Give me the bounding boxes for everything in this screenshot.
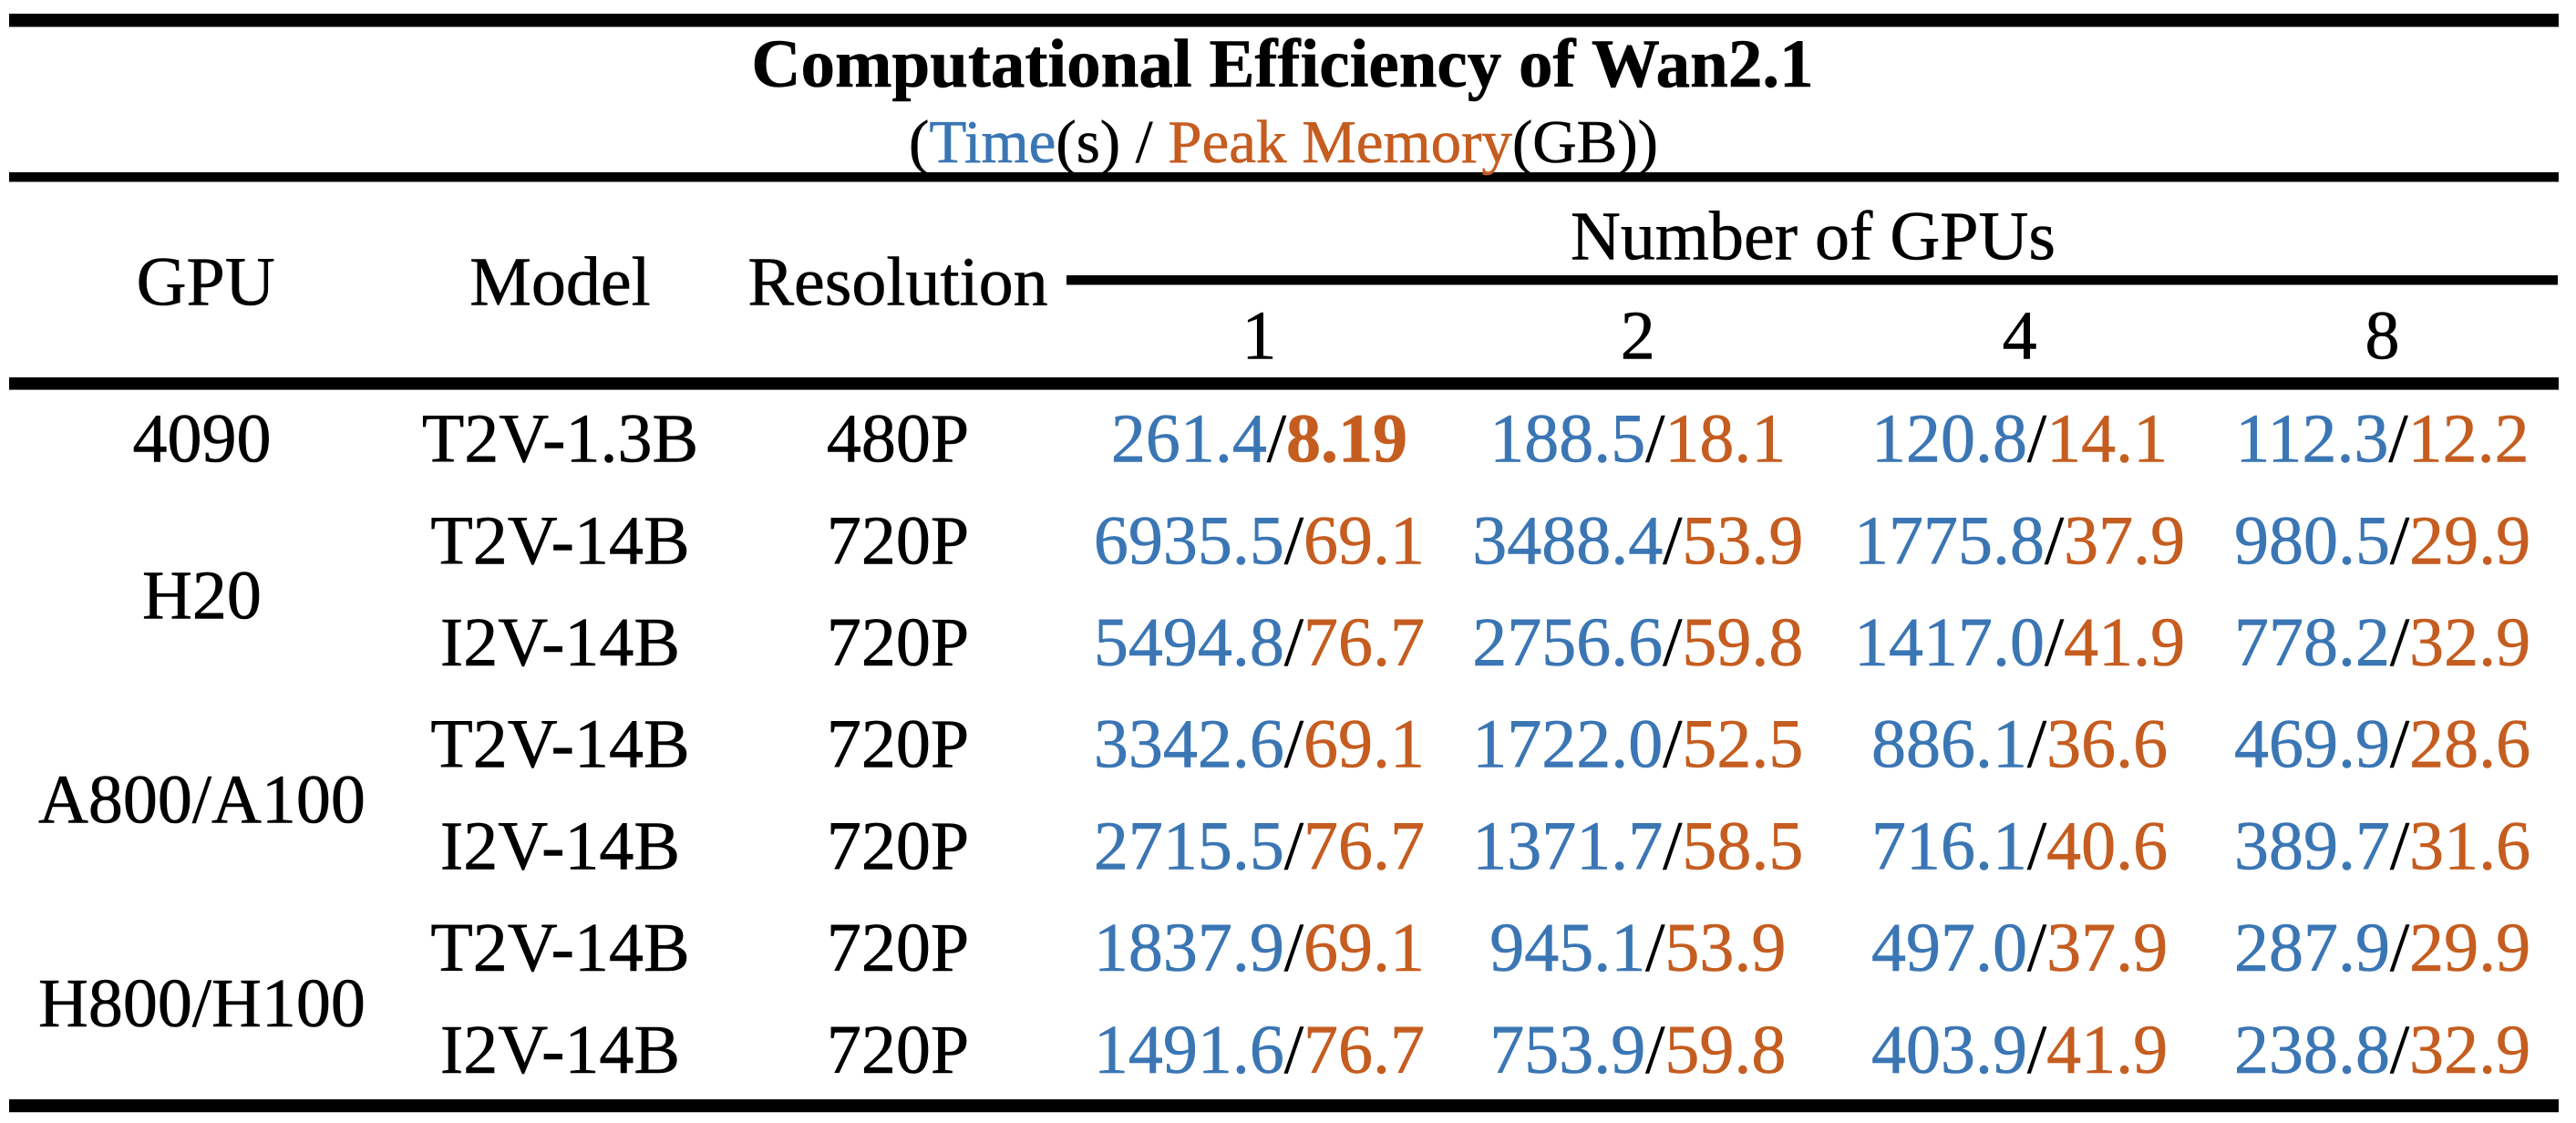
- svg-text:GPU: GPU: [137, 244, 275, 321]
- svg-text:753.9/59.8: 753.9/59.8: [1489, 1012, 1786, 1088]
- svg-text:261.4/8.19: 261.4/8.19: [1111, 401, 1407, 478]
- svg-text:Model: Model: [469, 244, 650, 321]
- svg-text:120.8/14.1: 120.8/14.1: [1871, 401, 2168, 478]
- svg-text:1371.7/58.5: 1371.7/58.5: [1472, 808, 1803, 884]
- svg-text:1491.6/76.7: 1491.6/76.7: [1094, 1012, 1425, 1088]
- svg-text:497.0/37.9: 497.0/37.9: [1871, 910, 2168, 986]
- svg-text:(Time(s) / Peak Memory(GB)): (Time(s) / Peak Memory(GB)): [909, 108, 1658, 176]
- svg-text:188.5/18.1: 188.5/18.1: [1489, 401, 1786, 478]
- svg-text:720P: 720P: [827, 910, 969, 986]
- svg-text:403.9/41.9: 403.9/41.9: [1871, 1012, 2168, 1088]
- svg-text:112.3/12.2: 112.3/12.2: [2235, 401, 2529, 478]
- svg-text:287.9/29.9: 287.9/29.9: [2234, 910, 2530, 986]
- svg-text:1837.9/69.1: 1837.9/69.1: [1094, 910, 1425, 986]
- svg-text:480P: 480P: [827, 401, 969, 478]
- svg-text:Computational Efficiency of Wa: Computational Efficiency of Wan2.1: [751, 26, 1813, 102]
- svg-text:716.1/40.6: 716.1/40.6: [1871, 808, 2168, 884]
- svg-text:720P: 720P: [827, 502, 969, 579]
- svg-text:980.5/29.9: 980.5/29.9: [2234, 502, 2530, 579]
- svg-text:2: 2: [1621, 298, 1655, 375]
- svg-text:886.1/36.6: 886.1/36.6: [1871, 706, 2168, 783]
- svg-text:8: 8: [2365, 298, 2400, 375]
- svg-text:1722.0/52.5: 1722.0/52.5: [1472, 706, 1803, 783]
- svg-text:3488.4/53.9: 3488.4/53.9: [1472, 502, 1803, 579]
- svg-text:778.2/32.9: 778.2/32.9: [2234, 604, 2530, 681]
- svg-text:389.7/31.6: 389.7/31.6: [2234, 808, 2530, 884]
- svg-text:4: 4: [2003, 298, 2037, 375]
- svg-text:Number of GPUs: Number of GPUs: [1571, 199, 2056, 275]
- svg-text:1775.8/37.9: 1775.8/37.9: [1854, 502, 2185, 579]
- svg-text:1417.0/41.9: 1417.0/41.9: [1854, 604, 2185, 681]
- svg-text:T2V-1.3B: T2V-1.3B: [422, 401, 698, 478]
- svg-text:T2V-14B: T2V-14B: [430, 706, 689, 783]
- svg-text:2756.6/59.8: 2756.6/59.8: [1472, 604, 1803, 681]
- svg-text:945.1/53.9: 945.1/53.9: [1489, 910, 1786, 986]
- svg-text:4090: 4090: [133, 401, 272, 478]
- svg-text:720P: 720P: [827, 604, 969, 681]
- svg-text:I2V-14B: I2V-14B: [440, 808, 680, 884]
- svg-text:I2V-14B: I2V-14B: [440, 1012, 680, 1088]
- svg-text:469.9/28.6: 469.9/28.6: [2234, 706, 2530, 783]
- svg-text:1: 1: [1242, 298, 1276, 375]
- svg-text:T2V-14B: T2V-14B: [430, 502, 689, 579]
- svg-text:2715.5/76.7: 2715.5/76.7: [1094, 808, 1425, 884]
- svg-text:720P: 720P: [827, 1012, 969, 1088]
- svg-text:T2V-14B: T2V-14B: [430, 910, 689, 986]
- svg-text:6935.5/69.1: 6935.5/69.1: [1094, 502, 1425, 579]
- svg-text:I2V-14B: I2V-14B: [440, 604, 680, 681]
- svg-text:A800/A100: A800/A100: [38, 762, 366, 839]
- svg-text:5494.8/76.7: 5494.8/76.7: [1094, 604, 1425, 681]
- svg-text:238.8/32.9: 238.8/32.9: [2234, 1012, 2530, 1088]
- svg-text:Resolution: Resolution: [747, 244, 1047, 321]
- svg-text:720P: 720P: [827, 808, 969, 884]
- svg-text:H20: H20: [142, 558, 262, 634]
- svg-text:3342.6/69.1: 3342.6/69.1: [1094, 706, 1425, 783]
- svg-text:H800/H100: H800/H100: [38, 965, 366, 1042]
- svg-text:720P: 720P: [827, 706, 969, 783]
